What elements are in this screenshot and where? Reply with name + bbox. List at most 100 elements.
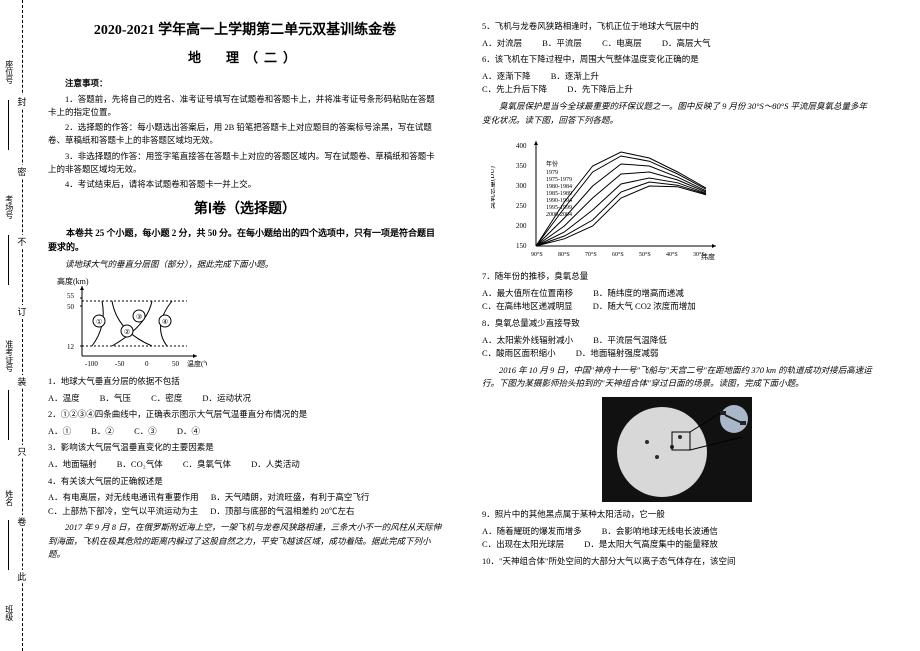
q7-c: C．在高纬地区递减明显 [482,300,573,314]
oz-xt6: 30°S [693,251,705,258]
q6-a: A．逐渐下降 [482,70,531,84]
oz-xarrow [712,244,716,248]
chart1-xt-2: -50 [115,360,125,368]
oz-yt250: 250 [516,202,527,210]
notice-item-1: 1．答题前，先将自己的姓名、准考证号填写在试题卷和答题卡上，并将准考证号条形码粘… [48,93,442,119]
q8-a: A．太阳紫外线辐射减小 [482,334,573,348]
exam-title: 2020-2021 学年高一上学期第二单元双基训练金卷 [48,20,442,42]
oz-leg-3: 1980-1984 [546,184,572,190]
exam-subtitle: 地 理（二） [48,48,442,69]
chart1-lbl-1: ① [96,318,102,326]
binding-char-1: 封 [14,95,28,108]
chart1-ylab-50: 50 [67,303,75,311]
q1-a: A．温度 [48,392,80,406]
q8-b: B．平流层气温降低 [593,334,667,348]
atmosphere-chart: 高度(km) 12 50 55 -100 -50 0 50 温度(℃) [57,276,207,371]
oz-xt4: 50°S [639,251,651,258]
sunspot-1 [645,440,649,444]
q5-opts: A．对流层 B．平流层 C．电离层 D．高层大气 [482,37,872,51]
q9-d: D．是太阳大气高度集中的能量释放 [584,538,718,552]
oz-yt150: 150 [516,242,527,250]
field-name: 姓名 [2,490,15,506]
stem-1: 读地球大气的垂直分层图（部分），据此完成下面小题。 [48,258,442,272]
field-id: 准考证号 [2,340,15,372]
binding-char-5: 装 [14,375,28,388]
notice-item-2: 2．选择题的作答：每小题选出答案后，用 2B 铅笔把答题卡上对应题目的答案标号涂… [48,121,442,147]
q4-opts: A．有电离层，对无线电通讯有重要作用 B．天气晴朗，对流旺盛，有利于高空飞行 C… [48,491,442,518]
chart1-lbl-2: ② [124,328,130,336]
oz-yt400: 400 [516,142,527,150]
oz-leg-2: 1975-1979 [546,177,572,183]
q1: 1．地球大气垂直分层的依据不包括 [48,375,442,389]
chart1-curve-3 [112,301,152,346]
oz-xt5: 40°S [666,251,678,258]
q4-d: D．顶部与底部的气温相差约 20℃左右 [210,505,354,519]
q8-opts: A．太阳紫外线辐射减小 B．平流层气温降低 C．酸雨区面积缩小 D．地面辐射强度… [482,334,872,361]
oz-yt350: 350 [516,162,527,170]
q2-opts: A．① B．② C．③ D．④ [48,425,442,439]
q7-d: D．随大气 CO2 浓度而增加 [593,300,696,314]
notice-item-3: 3．非选择题的作答：用签字笔直接答在答题卡上对应的答题区域内。写在试题卷、草稿纸… [48,150,442,176]
q3-a: A．地面辐射 [48,458,97,472]
q5: 5．飞机与龙卷风狭路相逢时，飞机正位于地球大气层中的 [482,20,872,34]
q1-opts: A．温度 B．气压 C．密度 D．运动状况 [48,392,442,406]
q4-a: A．有电离层，对无线电通讯有重要作用 [48,491,199,505]
field-id-line [8,390,9,440]
section-1-instruct: 本卷共 25 个小题，每小题 2 分，共 50 分。在每小题给出的四个选项中，只… [48,226,442,255]
chart1-xt-3: 0 [145,360,149,368]
ozone-chart: 臭氧总量(DU) 纬度 150 200 250 300 350 400 90°S… [491,131,731,266]
section-1-heading: 第Ⅰ卷（选择题） [48,199,442,221]
chart1-xarrow [193,354,197,358]
binding-char-7: 卷 [14,515,28,528]
q6-d: D．先下降后上升 [567,83,633,97]
q2-b: B．② [91,425,114,439]
q9-b: B．会影响地球无线电长波通信 [602,525,718,539]
oz-leg-head: 年份 [546,160,558,168]
chart1-yarrow [80,286,84,290]
q2-d: D．④ [177,425,200,439]
q6-b: B．逐渐上升 [551,70,599,84]
paper-num: （二） [245,50,302,65]
q5-a: A．对流层 [482,37,522,51]
sun-disc [617,407,707,497]
binding-char-3: 不 [14,235,28,248]
q7-a: A．最大值所在位置南移 [482,287,573,301]
sunspot-4 [678,435,682,439]
oz-legend: 年份 1979 1975-1979 1980-1984 1985-1989 19… [546,160,572,218]
q9-a: A．随着耀斑的爆发而增多 [482,525,582,539]
q3-d: D．人类活动 [251,458,300,472]
field-name-line [8,520,9,570]
chart1-lbl-3: ③ [136,313,142,321]
q1-c: C．密度 [151,392,182,406]
q4: 4．有关该大气层的正确叙述是 [48,475,442,489]
oz-leg-1: 1979 [546,170,558,176]
q3-c: C．臭氧气体 [183,458,231,472]
q4-b: B．天气晴朗，对流旺盛，有利于高空飞行 [211,491,370,505]
figure-sun [602,397,752,502]
q7-opts: A．最大值所在位置南移 B．随纬度的增高而递减 C．在高纬地区递减明显 D．随大… [482,287,872,314]
q9-opts: A．随着耀斑的爆发而增多 B．会影响地球无线电长波通信 C．出现在太阳光球层 D… [482,525,872,552]
notice-item-4: 4．考试结束后，请将本试题卷和答题卡一并上交。 [48,178,442,191]
oz-yt200: 200 [516,222,527,230]
oz-yticks: 150 200 250 300 350 400 [516,142,527,250]
stem-4: 2016 年 10 月 9 日，中国"神舟十一号"飞船与"天宫二号"在距地面约 … [482,364,872,391]
field-class: 班级 [2,605,15,621]
oz-xt3: 60°S [612,251,624,258]
notice-block: 注意事项： 1．答题前，先将自己的姓名、准考证号填写在试题卷和答题卡上，并将准考… [48,77,442,191]
q6-opts: A．逐渐下降 B．逐渐上升 C．先上升后下降 D．先下降后上升 [482,70,872,97]
page-right: 5．飞机与龙卷风狭路相逢时，飞机正位于地球大气层中的 A．对流层 B．平流层 C… [460,0,890,651]
q5-d: D．高层大气 [662,37,711,51]
oz-xt1: 80°S [558,251,570,258]
chart1-lbl-4: ④ [162,318,168,326]
craft-panel-r [740,421,746,425]
page-left: 2020-2021 学年高一上学期第二单元双基训练金卷 地 理（二） 注意事项：… [30,0,460,651]
figure-atmosphere: 高度(km) 12 50 55 -100 -50 0 50 温度(℃) [57,276,442,371]
q3: 3．影响该大气层气温垂直变化的主要因素是 [48,441,442,455]
chart1-xt-1: -100 [85,360,98,368]
stem-2: 2017 年 9 月 8 日，在俄罗斯附近海上空，一架飞机与龙卷风狭路相逢，三条… [48,521,442,562]
q2: 2．①②③④四条曲线中，正确表示图示大气层气温垂直分布情况的是 [48,408,442,422]
q9-c: C．出现在太阳光球层 [482,538,564,552]
field-room-line [8,235,9,285]
q6: 6．该飞机在下降过程中，周围大气整体温度变化正确的是 [482,53,872,67]
q8-c: C．酸雨区面积缩小 [482,347,556,361]
